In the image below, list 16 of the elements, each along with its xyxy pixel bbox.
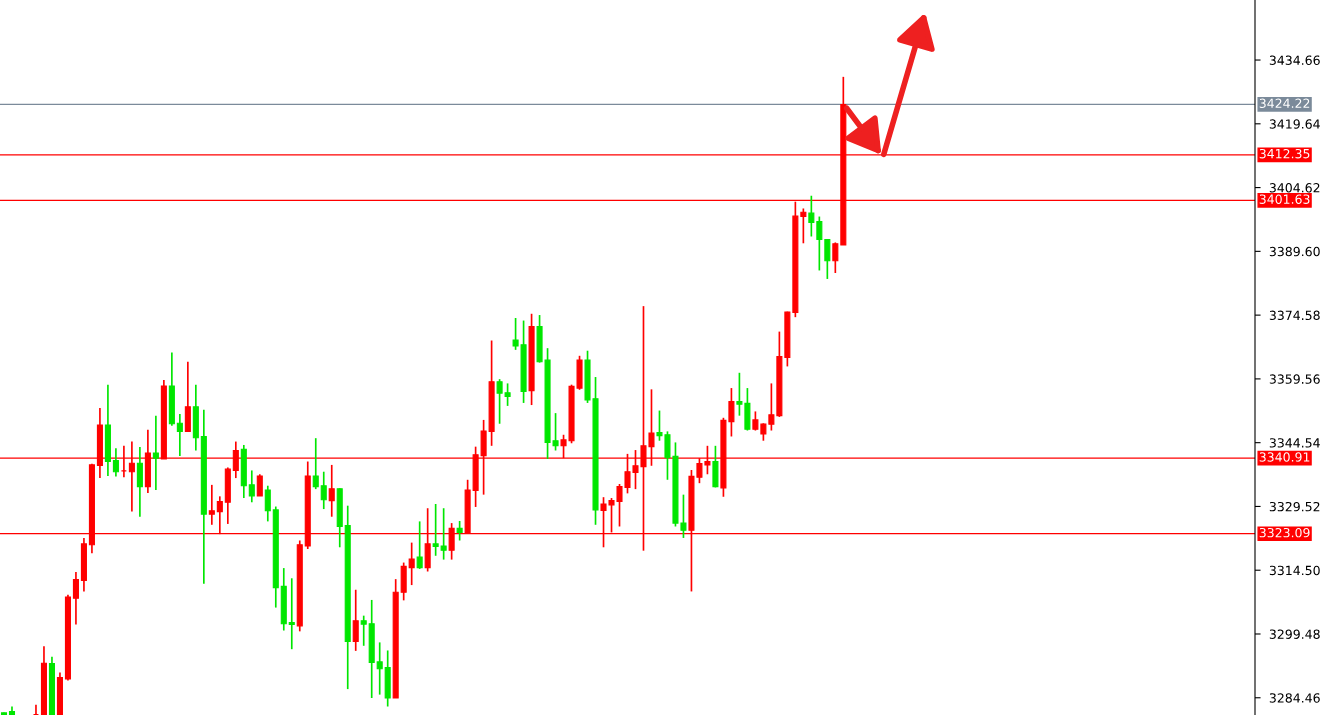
y-tick-label: 3374.58 — [1269, 310, 1320, 321]
y-tick-label: 3314.50 — [1269, 565, 1320, 576]
y-tick-label: 3299.48 — [1269, 629, 1320, 639]
ref-line-label: 3340.91 — [1259, 452, 1310, 462]
ref-line-label: 3401.63 — [1259, 194, 1310, 204]
y-tick-label: 3344.54 — [1269, 438, 1320, 448]
y-tick-label: 3284.46 — [1269, 693, 1320, 703]
y-tick-label: 3389.60 — [1269, 246, 1320, 257]
ref-line-label: 3323.09 — [1259, 527, 1310, 538]
y-tick-label: 3419.64 — [1269, 119, 1320, 129]
y-tick-label: 3329.52 — [1269, 501, 1320, 512]
y-tick-label: 3359.56 — [1269, 374, 1320, 384]
y-tick-label: 3434.66 — [1269, 55, 1320, 65]
ref-line-label: 3424.22 — [1259, 98, 1310, 108]
y-tick-label: 3404.62 — [1269, 183, 1320, 193]
ref-line-label: 3412.35 — [1259, 148, 1310, 159]
